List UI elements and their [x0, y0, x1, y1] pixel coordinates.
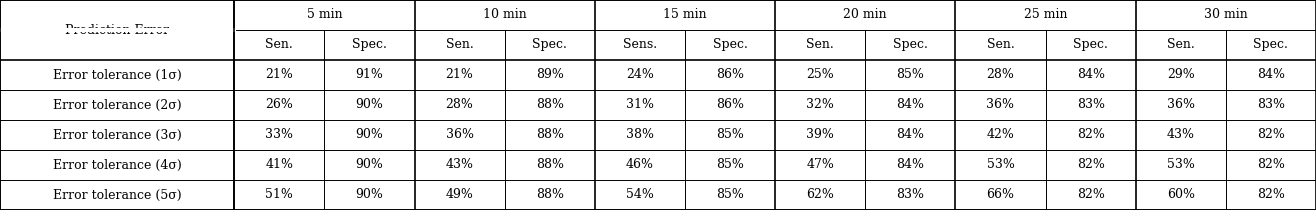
- Text: Error tolerance (3σ): Error tolerance (3σ): [53, 129, 182, 142]
- Text: 25 min: 25 min: [1024, 8, 1067, 21]
- Text: 83%: 83%: [896, 189, 924, 202]
- Text: Spec.: Spec.: [892, 38, 928, 51]
- Text: 47%: 47%: [807, 159, 834, 172]
- Text: 88%: 88%: [536, 98, 563, 112]
- Text: 85%: 85%: [716, 129, 744, 142]
- Text: 26%: 26%: [266, 98, 293, 112]
- Text: Sens.: Sens.: [622, 38, 657, 51]
- Text: 41%: 41%: [266, 159, 293, 172]
- Text: 21%: 21%: [446, 68, 474, 81]
- Text: 53%: 53%: [1167, 159, 1195, 172]
- Text: 88%: 88%: [536, 159, 563, 172]
- Text: 15 min: 15 min: [663, 8, 707, 21]
- Text: 36%: 36%: [1167, 98, 1195, 112]
- Text: 88%: 88%: [536, 189, 563, 202]
- Text: 21%: 21%: [266, 68, 293, 81]
- Text: 90%: 90%: [355, 129, 383, 142]
- Text: 51%: 51%: [266, 189, 293, 202]
- Text: 83%: 83%: [1257, 98, 1284, 112]
- Text: Spec.: Spec.: [532, 38, 567, 51]
- Text: 82%: 82%: [1076, 129, 1104, 142]
- Text: Spec.: Spec.: [712, 38, 747, 51]
- Text: 24%: 24%: [626, 68, 654, 81]
- Text: 25%: 25%: [807, 68, 834, 81]
- Text: Error tolerance (1σ): Error tolerance (1σ): [53, 68, 182, 81]
- Text: 28%: 28%: [987, 68, 1015, 81]
- Text: 85%: 85%: [896, 68, 924, 81]
- Text: 36%: 36%: [987, 98, 1015, 112]
- Text: 46%: 46%: [626, 159, 654, 172]
- Text: 10 min: 10 min: [483, 8, 526, 21]
- Text: 29%: 29%: [1167, 68, 1195, 81]
- Text: 82%: 82%: [1257, 189, 1284, 202]
- Text: 5 min: 5 min: [307, 8, 342, 21]
- Text: Error tolerance (4σ): Error tolerance (4σ): [53, 159, 182, 172]
- Text: 54%: 54%: [626, 189, 654, 202]
- Text: 42%: 42%: [987, 129, 1015, 142]
- Text: 86%: 86%: [716, 68, 744, 81]
- Text: 83%: 83%: [1076, 98, 1104, 112]
- Text: 84%: 84%: [1257, 68, 1284, 81]
- Text: 36%: 36%: [446, 129, 474, 142]
- Text: Prediction Error: Prediction Error: [64, 24, 170, 37]
- Text: 82%: 82%: [1257, 129, 1284, 142]
- Text: 43%: 43%: [446, 159, 474, 172]
- Text: 53%: 53%: [987, 159, 1015, 172]
- Text: 84%: 84%: [896, 159, 924, 172]
- Text: Spec.: Spec.: [1073, 38, 1108, 51]
- Text: 90%: 90%: [355, 98, 383, 112]
- Text: 32%: 32%: [807, 98, 834, 112]
- Text: 82%: 82%: [1257, 159, 1284, 172]
- Text: 31%: 31%: [626, 98, 654, 112]
- Text: Sen.: Sen.: [446, 38, 474, 51]
- Text: 82%: 82%: [1076, 159, 1104, 172]
- Text: 90%: 90%: [355, 159, 383, 172]
- Text: 89%: 89%: [536, 68, 563, 81]
- Text: 82%: 82%: [1076, 189, 1104, 202]
- Text: 90%: 90%: [355, 189, 383, 202]
- Text: 30 min: 30 min: [1204, 8, 1248, 21]
- Text: Sen.: Sen.: [1167, 38, 1195, 51]
- Text: 60%: 60%: [1167, 189, 1195, 202]
- Text: 39%: 39%: [807, 129, 834, 142]
- Text: Sen.: Sen.: [987, 38, 1015, 51]
- Text: 85%: 85%: [716, 189, 744, 202]
- Text: 43%: 43%: [1167, 129, 1195, 142]
- Text: 85%: 85%: [716, 159, 744, 172]
- Text: 88%: 88%: [536, 129, 563, 142]
- Text: 28%: 28%: [446, 98, 474, 112]
- Text: 38%: 38%: [626, 129, 654, 142]
- Text: Spec.: Spec.: [1253, 38, 1288, 51]
- Text: 49%: 49%: [446, 189, 474, 202]
- Text: 84%: 84%: [896, 98, 924, 112]
- Text: Sen.: Sen.: [807, 38, 834, 51]
- Text: 84%: 84%: [896, 129, 924, 142]
- Text: Error tolerance (2σ): Error tolerance (2σ): [53, 98, 182, 112]
- Text: 84%: 84%: [1076, 68, 1104, 81]
- Text: Sen.: Sen.: [266, 38, 293, 51]
- Text: 86%: 86%: [716, 98, 744, 112]
- Text: 33%: 33%: [266, 129, 293, 142]
- Text: 62%: 62%: [807, 189, 834, 202]
- Text: 91%: 91%: [355, 68, 383, 81]
- Text: Error tolerance (5σ): Error tolerance (5σ): [53, 189, 182, 202]
- Text: Spec.: Spec.: [351, 38, 387, 51]
- Text: 66%: 66%: [987, 189, 1015, 202]
- Text: 20 min: 20 min: [844, 8, 887, 21]
